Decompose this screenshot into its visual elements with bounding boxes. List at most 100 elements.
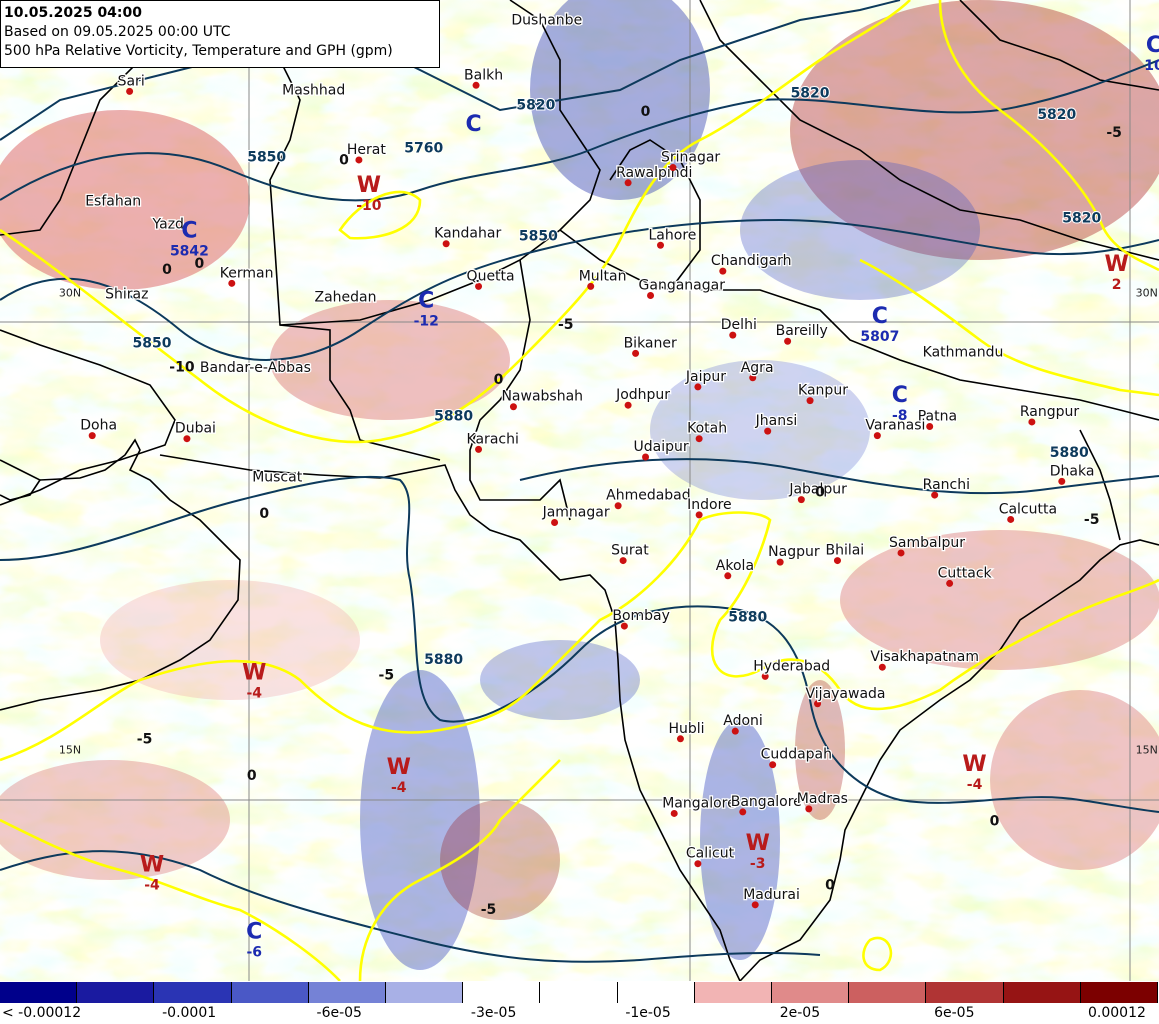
temperature-contour-label: -10 xyxy=(169,360,195,376)
city-marker xyxy=(509,403,517,411)
temperature-contour-label: -5 xyxy=(1106,125,1122,141)
city-label: Multan xyxy=(579,268,627,284)
city-label: Ranchi xyxy=(923,477,970,493)
model-run-info: Based on 09.05.2025 00:00 UTC xyxy=(4,24,231,40)
temperature-contour-label: -5 xyxy=(1084,512,1100,528)
city-marker xyxy=(719,267,727,275)
colorbar-segment xyxy=(772,982,850,1003)
center-value: 10 xyxy=(1144,58,1159,74)
city-marker xyxy=(183,435,191,443)
city-label: Jodhpur xyxy=(615,387,670,403)
city-label: Kandahar xyxy=(434,226,501,242)
warm-center-symbol: W xyxy=(1104,252,1128,277)
center-value: -8 xyxy=(892,408,908,424)
warm-center-symbol: W xyxy=(746,831,770,856)
temperature-contour-label: 0 xyxy=(641,104,651,120)
city-label: Bandar-e-Abbas xyxy=(200,360,311,376)
city-marker xyxy=(1007,515,1015,523)
city-label: Balkh xyxy=(464,67,503,83)
city-label: Mashhad xyxy=(282,83,345,99)
city-marker xyxy=(769,761,777,769)
colorbar-segment xyxy=(308,982,386,1003)
city-label: Akola xyxy=(716,558,754,574)
city-label: Cuttack xyxy=(938,565,993,581)
city-label: Quetta xyxy=(467,268,515,284)
temperature-contour-label: 0 xyxy=(825,878,835,894)
grid-label: 15N xyxy=(1136,743,1158,756)
city-marker xyxy=(731,727,739,735)
city-marker xyxy=(647,292,655,300)
city-label: Agra xyxy=(741,360,774,376)
city-marker xyxy=(694,383,702,391)
city-label: Udaipur xyxy=(634,439,689,455)
forecast-valid-time: 10.05.2025 04:00 xyxy=(4,5,143,21)
city-marker xyxy=(614,502,622,510)
city-label: Calicut xyxy=(686,846,735,862)
center-value: -6 xyxy=(246,944,262,960)
city-marker xyxy=(946,579,954,587)
city-marker xyxy=(620,622,628,630)
city-marker xyxy=(669,164,677,172)
city-label: Dubai xyxy=(175,421,216,437)
grid-label: 30N xyxy=(1136,286,1158,299)
warm-center-symbol: W xyxy=(962,752,986,777)
city-marker xyxy=(739,808,747,816)
city-marker xyxy=(657,241,665,249)
cold-center-symbol: C xyxy=(246,919,262,944)
center-value: -3 xyxy=(750,856,766,872)
colorbar-tick-label: < -0.00012 xyxy=(2,1005,82,1021)
city-label: Esfahan xyxy=(85,194,141,210)
city-marker xyxy=(931,491,939,499)
city-label: Visakhapatnam xyxy=(870,649,979,665)
temperature-contour-label: -5 xyxy=(481,902,497,918)
city-label: Srinagar xyxy=(661,150,720,166)
city-marker xyxy=(751,901,759,909)
city-marker xyxy=(1028,418,1036,426)
center-value: 5807 xyxy=(860,329,899,345)
city-marker xyxy=(475,282,483,290)
city-marker xyxy=(624,401,632,409)
gph-contour-label: 5880 xyxy=(728,610,767,626)
city-marker xyxy=(784,337,792,345)
cold-center-symbol: C xyxy=(418,289,434,314)
city-label: Jaipur xyxy=(685,369,726,385)
temperature-contour-label: -5 xyxy=(558,317,574,333)
city-label: Cuddapah xyxy=(761,747,832,763)
gph-contour-label: 5880 xyxy=(424,652,463,668)
city-label: Madurai xyxy=(743,887,800,903)
city-label: Kathmandu xyxy=(923,345,1004,361)
weather-map: Dushanbe Sari Mashhad Balkh Herat Esfahan Yazd… xyxy=(0,0,1159,981)
city-marker xyxy=(873,432,881,440)
city-label: Lahore xyxy=(649,227,697,243)
city-marker xyxy=(475,445,483,453)
city-label: Vijayawada xyxy=(806,686,886,702)
colorbar-segment xyxy=(694,982,772,1003)
warm-center-symbol: W xyxy=(357,173,381,198)
temperature-contour-label: 0 xyxy=(339,153,349,169)
colorbar-tick-label: 0.00012 xyxy=(1088,1005,1146,1021)
temperature-contour-label: 0 xyxy=(259,506,269,522)
cold-center-symbol: C xyxy=(465,112,481,137)
colorbar-tick-label: 6e-05 xyxy=(934,1005,975,1021)
city-marker xyxy=(749,374,757,382)
city-label: Bombay xyxy=(612,608,670,624)
colorbar-segment xyxy=(154,982,232,1003)
grid-label: 30N xyxy=(59,286,81,299)
city-label: Shiraz xyxy=(105,287,148,303)
city-marker xyxy=(624,179,632,187)
city-marker xyxy=(814,700,822,708)
colorbar-segment xyxy=(1003,982,1081,1003)
city-label: Herat xyxy=(347,142,386,158)
city-marker xyxy=(551,518,559,526)
center-value: -12 xyxy=(414,314,439,330)
colorbar-segment xyxy=(926,982,1004,1003)
city-marker xyxy=(695,435,703,443)
city-marker xyxy=(797,496,805,504)
city-marker xyxy=(833,557,841,565)
cold-center-symbol: C xyxy=(1146,33,1159,58)
gph-contour-label: 5760 xyxy=(404,140,443,156)
city-marker xyxy=(724,572,732,580)
city-label: Kotah xyxy=(687,421,727,437)
city-label: Bangalore xyxy=(731,794,802,810)
colorbar-tick-label: -6e-05 xyxy=(316,1005,362,1021)
